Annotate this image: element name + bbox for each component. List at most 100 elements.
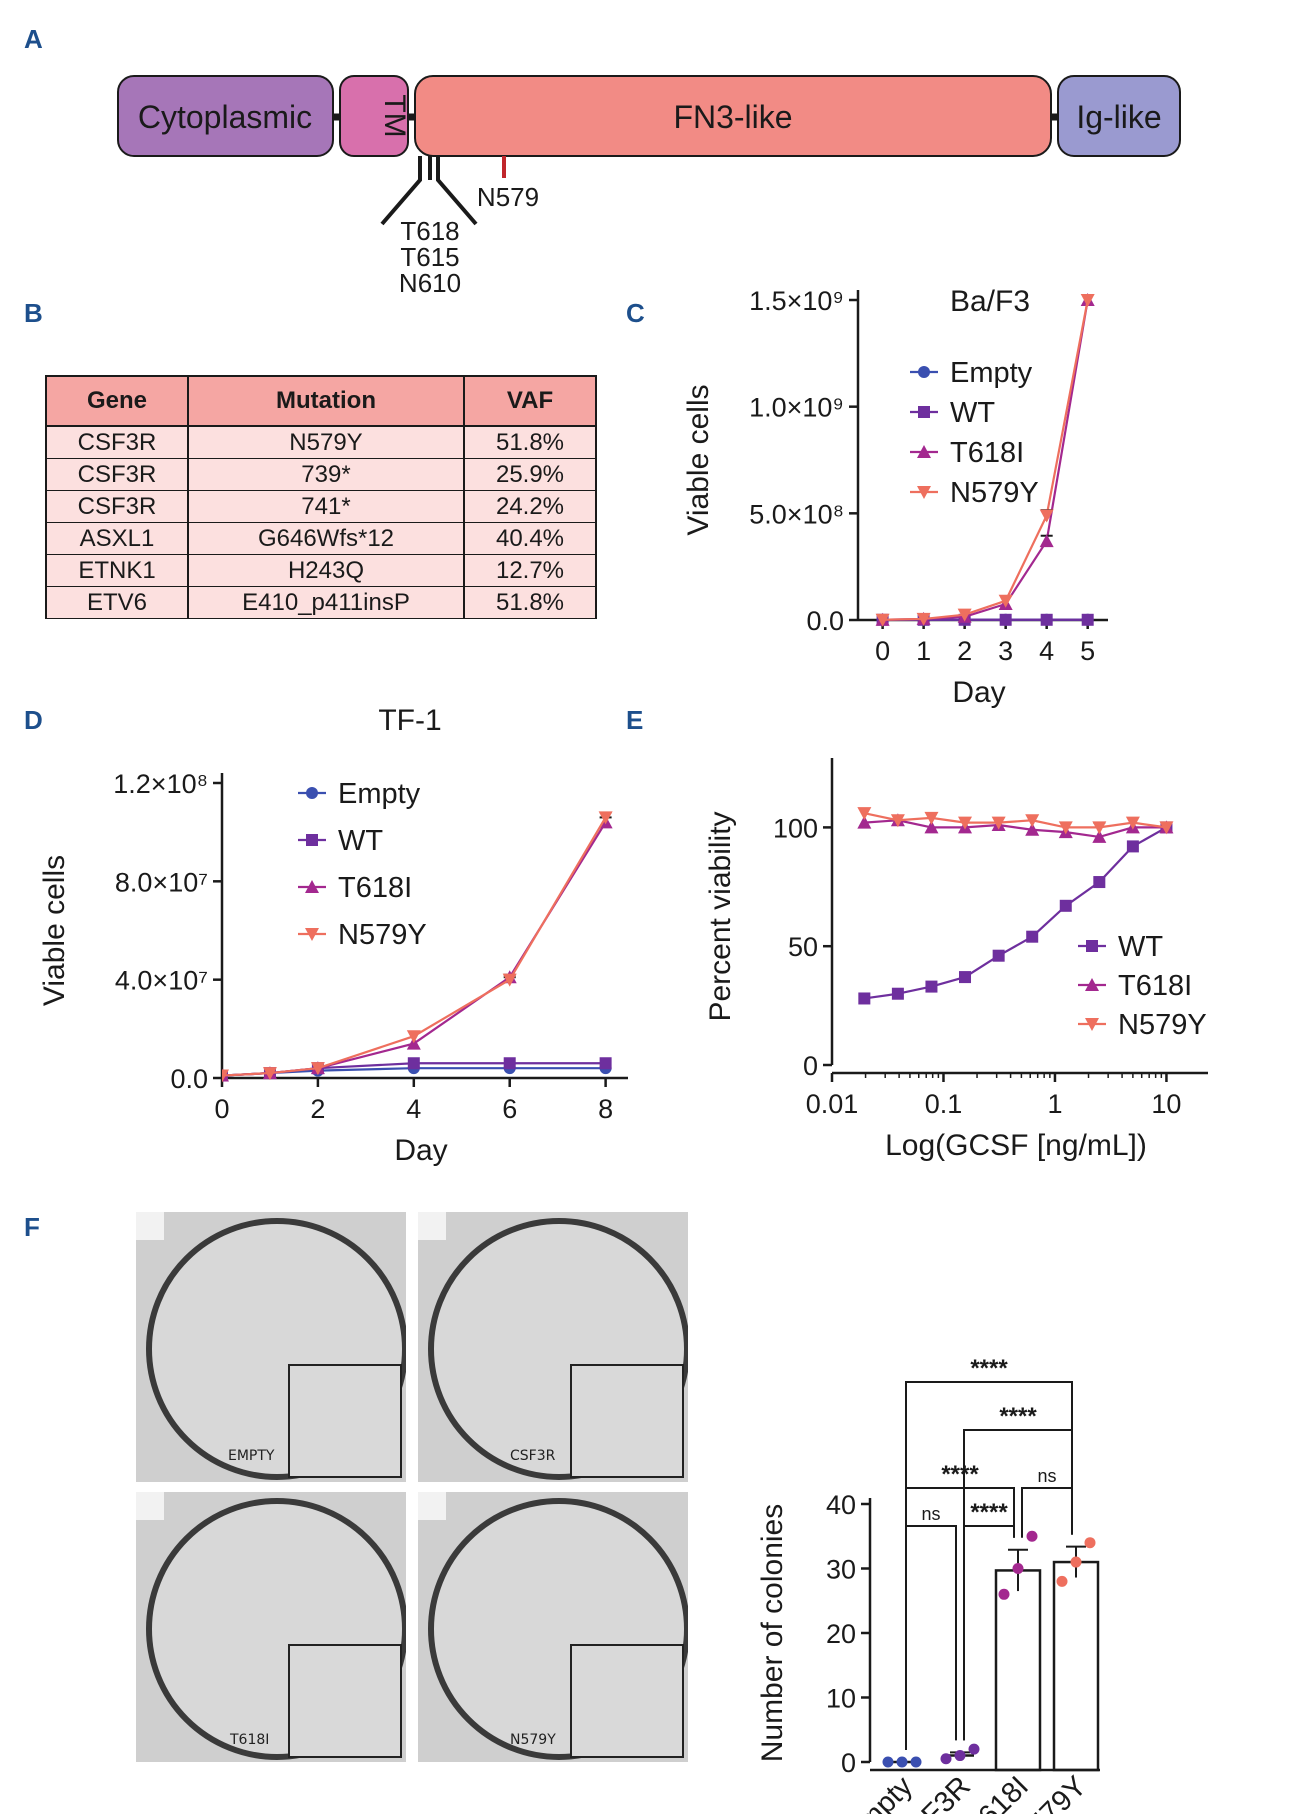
data-point: [940, 1753, 952, 1765]
x-axis-label: Day: [952, 676, 1005, 709]
domain-label-ig-like: Ig-like: [1076, 99, 1161, 135]
plate-image-empty: EMPTY: [136, 1212, 406, 1482]
domain-fn3-like: [414, 75, 1052, 157]
legend-label-n579y: N579Y: [950, 477, 1039, 509]
table-header: VAF: [463, 375, 597, 427]
site-mark-cluster: [380, 156, 478, 226]
data-point: [1058, 821, 1073, 835]
x-tick-label: 3: [998, 636, 1013, 666]
x-tick-label: 10: [1151, 1089, 1181, 1119]
x-tick-label: 5: [1080, 636, 1095, 666]
domain-tm: [339, 75, 409, 157]
legend-label-wt: WT: [1118, 931, 1163, 963]
table-cell: ETV6: [45, 586, 189, 619]
table-cell: E410_p411insP: [187, 586, 465, 619]
table-cell: ASXL1: [45, 522, 189, 555]
series-wt: [858, 821, 1173, 1005]
plate-label: N579Y: [510, 1732, 556, 1748]
significance-bracket: [905, 1525, 957, 1750]
site-label-t615: T615: [400, 242, 459, 272]
x-tick-label: 4: [406, 1094, 421, 1124]
data-point: [407, 1057, 420, 1070]
x-tick-label: 0: [214, 1094, 229, 1124]
data-point: [503, 1057, 516, 1070]
data-point: [1059, 899, 1072, 912]
x-tick-label: 0.01: [806, 1089, 859, 1119]
plate-corner: [418, 1212, 446, 1240]
data-point: [857, 815, 872, 829]
significance-label: ns: [1037, 1466, 1056, 1486]
panel-letter-d: D: [24, 705, 43, 735]
y-tick-label: 0: [841, 1748, 856, 1778]
site-label-n610: N610: [399, 268, 461, 298]
data-point: [1159, 821, 1174, 835]
table-cell: CSF3R: [45, 458, 189, 491]
plate-label: EMPTY: [228, 1448, 275, 1464]
data-point: [1056, 1575, 1068, 1587]
table-cell: ETNK1: [45, 554, 189, 587]
series-line: [864, 826, 1167, 1000]
legend-label-n579y: N579Y: [338, 919, 427, 951]
series-line: [864, 819, 1167, 839]
legend-label-wt: WT: [338, 825, 383, 857]
plate-corner: [136, 1212, 164, 1240]
x-tick-label: 8: [598, 1094, 613, 1124]
data-point: [918, 366, 930, 378]
data-point: [1126, 840, 1139, 853]
significance-bracket: [905, 1487, 1015, 1750]
y-tick-label: 1.0×10⁹: [749, 393, 844, 423]
plate-corner: [418, 1492, 446, 1520]
data-point: [1081, 613, 1094, 626]
significance-bracket: [1021, 1487, 1073, 1538]
legend-label-t618i: T618I: [950, 437, 1024, 469]
x-tick-label: 1: [916, 636, 931, 666]
x-axis-label: Log(GCSF [ng/mL]): [885, 1129, 1147, 1162]
table-row: ETV6 E410_p411insP 51.8%: [45, 586, 597, 619]
data-point: [968, 1743, 980, 1755]
data-point: [1039, 509, 1054, 523]
table-cell: 25.9%: [463, 458, 597, 491]
data-point: [305, 928, 319, 941]
plate-inset: [570, 1644, 684, 1758]
significance-label: ****: [999, 1403, 1037, 1430]
data-point: [1025, 822, 1040, 836]
table-cell: 24.2%: [463, 490, 597, 523]
data-point: [917, 486, 931, 499]
data-point: [502, 973, 517, 987]
x-tick-label: 4: [1039, 636, 1054, 666]
y-tick-label: 1.5×10⁹: [749, 286, 844, 316]
y-tick-label: 0: [803, 1051, 818, 1081]
y-axis-label: Viable cells: [40, 855, 71, 1006]
data-point: [958, 816, 973, 830]
series-line: [882, 299, 1089, 621]
panel-letter-e: E: [626, 705, 644, 735]
data-point: [917, 445, 931, 458]
data-point: [1026, 930, 1039, 943]
x-tick-label: 2: [957, 636, 972, 666]
table-cell: 741*: [187, 490, 465, 523]
data-point: [910, 1756, 922, 1768]
y-axis-label: Percent viability: [704, 811, 737, 1021]
series-n579y: [875, 294, 1095, 627]
panel-letter-b: B: [24, 298, 43, 328]
x-axis-label: Day: [394, 1134, 447, 1167]
chart-title: Ba/F3: [950, 285, 1030, 318]
legend-label-empty: Empty: [950, 357, 1033, 389]
mutation-table: Gene Mutation VAF CSF3R N579Y 51.8% CSF3R 7…: [45, 375, 597, 619]
domain-diagram: Cytoplasmic TM FN3-like Ig-like N579 T61…: [117, 75, 1181, 298]
data-point: [959, 971, 972, 984]
table-cell: 51.8%: [463, 425, 597, 459]
data-point: [1026, 1530, 1038, 1542]
data-point: [1080, 294, 1095, 307]
data-point: [262, 1067, 277, 1081]
data-point: [406, 1030, 421, 1044]
significance-bracket: [963, 1525, 1015, 1741]
table-row: CSF3R 741* 24.2%: [45, 490, 597, 523]
y-tick-label: 40: [826, 1490, 856, 1520]
data-point: [306, 787, 318, 799]
data-point: [998, 594, 1013, 608]
data-point: [1086, 940, 1098, 952]
data-point: [891, 987, 904, 1000]
y-axis-label: Number of colonies: [756, 1504, 789, 1762]
